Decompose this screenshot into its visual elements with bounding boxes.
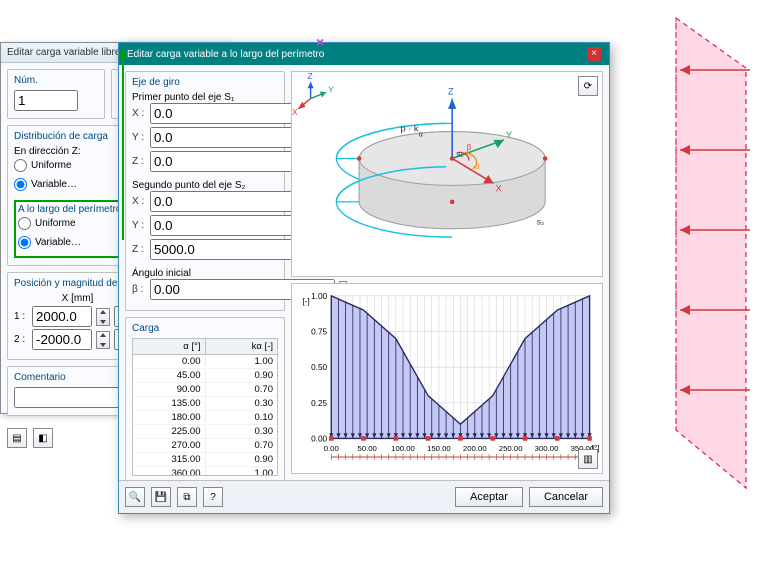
axis-label: Y :	[132, 132, 146, 143]
ang-sym: β :	[132, 284, 146, 295]
pos-x-input[interactable]	[32, 306, 92, 327]
svg-text:Z: Z	[308, 72, 313, 81]
svg-text:0.00: 0.00	[324, 444, 339, 453]
svg-text:Y: Y	[506, 130, 512, 140]
svg-text:β: β	[467, 143, 472, 152]
svg-text:Z: Z	[448, 86, 454, 96]
window-editar-carga-perimetro: Editar carga variable a lo largo del per…	[118, 42, 610, 514]
ok-button[interactable]: Aceptar	[455, 487, 523, 507]
table-row[interactable]: 90.000.70	[133, 383, 277, 397]
winB-title: Editar carga variable a lo largo del per…	[127, 49, 324, 60]
chart-k-alpha: 0.00 0.25 0.50 0.75 1.00 0.00 50.00 100.00 150.0…	[291, 283, 603, 474]
pos-idx: 1 :	[14, 311, 28, 322]
svg-text:Y: Y	[328, 85, 334, 94]
ang-label: Ángulo inicial	[132, 268, 278, 279]
spin[interactable]	[96, 331, 110, 349]
green-arrow-callout	[122, 50, 124, 240]
table-row[interactable]: 180.000.10	[133, 411, 277, 425]
s2-label: Segundo punto del eje S₂	[132, 180, 278, 191]
svg-text:100.00: 100.00	[391, 444, 415, 453]
pos-idx: 2 :	[14, 334, 28, 345]
svg-text:[-]: [-]	[302, 297, 309, 306]
carga-table[interactable]: α [°] kα [-] 0.001.0045.000.9090.000.701…	[132, 338, 278, 476]
winA-tool-2-icon[interactable]: ◧	[33, 428, 53, 448]
carga-h2: kα [-]	[205, 339, 278, 354]
winA-tool-1-icon[interactable]: ▤	[7, 428, 27, 448]
svg-text:α: α	[475, 162, 480, 171]
svg-text:50.00: 50.00	[357, 444, 376, 453]
s1-label: Primer punto del eje S₁	[132, 92, 278, 103]
carga-title: Carga	[132, 323, 278, 334]
svg-text:300.00: 300.00	[535, 444, 559, 453]
zoom-icon[interactable]: 🔍	[125, 487, 145, 507]
axis-label: Z :	[132, 244, 146, 255]
rotate-3d-icon[interactable]: ⟳	[578, 76, 598, 96]
axis-label: X :	[132, 108, 146, 119]
table-row[interactable]: 135.000.30	[133, 397, 277, 411]
table-row[interactable]: 270.000.70	[133, 439, 277, 453]
help-icon[interactable]: ?	[203, 487, 223, 507]
svg-text:250.00: 250.00	[499, 444, 523, 453]
svg-text:150.00: 150.00	[427, 444, 451, 453]
table-row[interactable]: 315.000.90	[133, 453, 277, 467]
table-row[interactable]: 360.001.00	[133, 467, 277, 475]
save-icon[interactable]: 💾	[151, 487, 171, 507]
close-icon[interactable]: ×	[587, 47, 601, 61]
pos-x-input[interactable]	[32, 329, 92, 350]
col-x: X [mm]	[32, 293, 123, 304]
num-input[interactable]	[14, 90, 78, 111]
spin[interactable]	[96, 308, 110, 326]
canvas-marker-x: ×	[316, 34, 324, 50]
svg-text:s₂: s₂	[537, 218, 544, 227]
background-3d-load	[620, 10, 760, 500]
table-row[interactable]: 45.000.90	[133, 369, 277, 383]
num-label: Núm.	[14, 75, 98, 86]
svg-text:0.50: 0.50	[311, 363, 327, 372]
svg-text:X: X	[292, 108, 298, 117]
svg-text:0.00: 0.00	[311, 435, 327, 444]
axis-label: Y :	[132, 220, 146, 231]
chart-settings-icon[interactable]: ▥	[578, 449, 598, 469]
carga-h1: α [°]	[133, 339, 205, 354]
table-row[interactable]: 0.001.00	[133, 355, 277, 369]
svg-text:X: X	[496, 184, 502, 194]
svg-text:0.75: 0.75	[311, 328, 327, 337]
cancel-button[interactable]: Cancelar	[529, 487, 603, 507]
axis-label: Z :	[132, 156, 146, 167]
axis-label: X :	[132, 196, 146, 207]
table-row[interactable]: 225.000.30	[133, 425, 277, 439]
svg-text:0.25: 0.25	[311, 399, 327, 408]
svg-text:200.00: 200.00	[463, 444, 487, 453]
svg-text:1.00: 1.00	[311, 292, 327, 301]
copy-icon[interactable]: ⧉	[177, 487, 197, 507]
eje-giro-title: Eje de giro	[132, 77, 278, 88]
svg-text:s₁: s₁	[456, 149, 463, 158]
preview-3d: Z Y X	[291, 71, 603, 277]
